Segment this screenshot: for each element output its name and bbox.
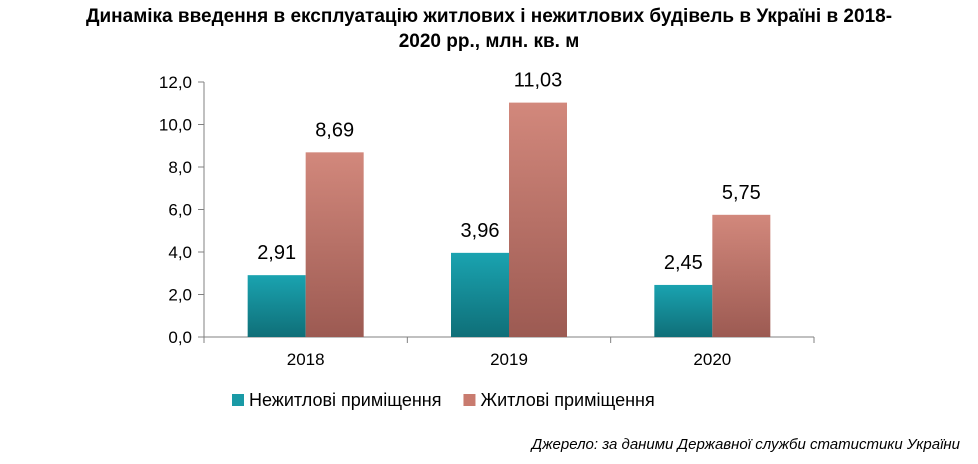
chart-data-labels: 2,91 8,69 3,96 11,03 2,45 5,75 bbox=[257, 70, 761, 274]
y-tick-label: 10,0 bbox=[159, 116, 192, 135]
chart-bars bbox=[247, 102, 771, 337]
legend-swatch-non-residential bbox=[232, 394, 244, 406]
bar-residential-2020 bbox=[712, 214, 771, 337]
legend-label-residential: Житлові приміщення bbox=[480, 390, 654, 410]
bar-residential-2019 bbox=[509, 102, 567, 337]
data-label-non-residential-2019: 3,96 bbox=[461, 220, 500, 242]
legend-swatch-residential bbox=[463, 394, 476, 406]
y-tick-label: 6,0 bbox=[168, 201, 192, 220]
y-tick-label: 2,0 bbox=[168, 286, 192, 305]
chart-title-line1: Динаміка введення в експлуатацію житлови… bbox=[85, 6, 893, 27]
chart-title: Динаміка введення в експлуатацію житлови… bbox=[0, 4, 978, 54]
y-tick-label: 12,0 bbox=[159, 73, 192, 92]
x-tick-label: 2020 bbox=[693, 350, 731, 369]
chart-title-line2: 2020 рр., млн. кв. м bbox=[398, 31, 580, 52]
bar-non-residential-2019 bbox=[451, 252, 509, 337]
data-label-residential-2020: 5,75 bbox=[722, 182, 761, 204]
bar-residential-2018 bbox=[305, 152, 364, 337]
x-tick-label: 2018 bbox=[287, 350, 325, 369]
x-tick-label: 2019 bbox=[490, 350, 528, 369]
data-label-non-residential-2020: 2,45 bbox=[664, 252, 703, 274]
data-label-non-residential-2018: 2,91 bbox=[257, 242, 296, 264]
data-label-residential-2018: 8,69 bbox=[315, 119, 354, 141]
legend-label-non-residential: Нежитлові приміщення bbox=[249, 390, 441, 410]
source-note: Джерело: за даними Державної служби стат… bbox=[531, 436, 960, 453]
y-tick-label: 8,0 bbox=[168, 158, 192, 177]
y-tick-label: 0,0 bbox=[168, 328, 192, 347]
data-label-residential-2019: 11,03 bbox=[514, 70, 563, 92]
chart-legend: Нежитлові приміщення Житлові приміщення bbox=[232, 390, 655, 410]
y-tick-label: 4,0 bbox=[168, 243, 192, 262]
bar-non-residential-2018 bbox=[247, 275, 306, 337]
bar-non-residential-2020 bbox=[654, 284, 713, 337]
